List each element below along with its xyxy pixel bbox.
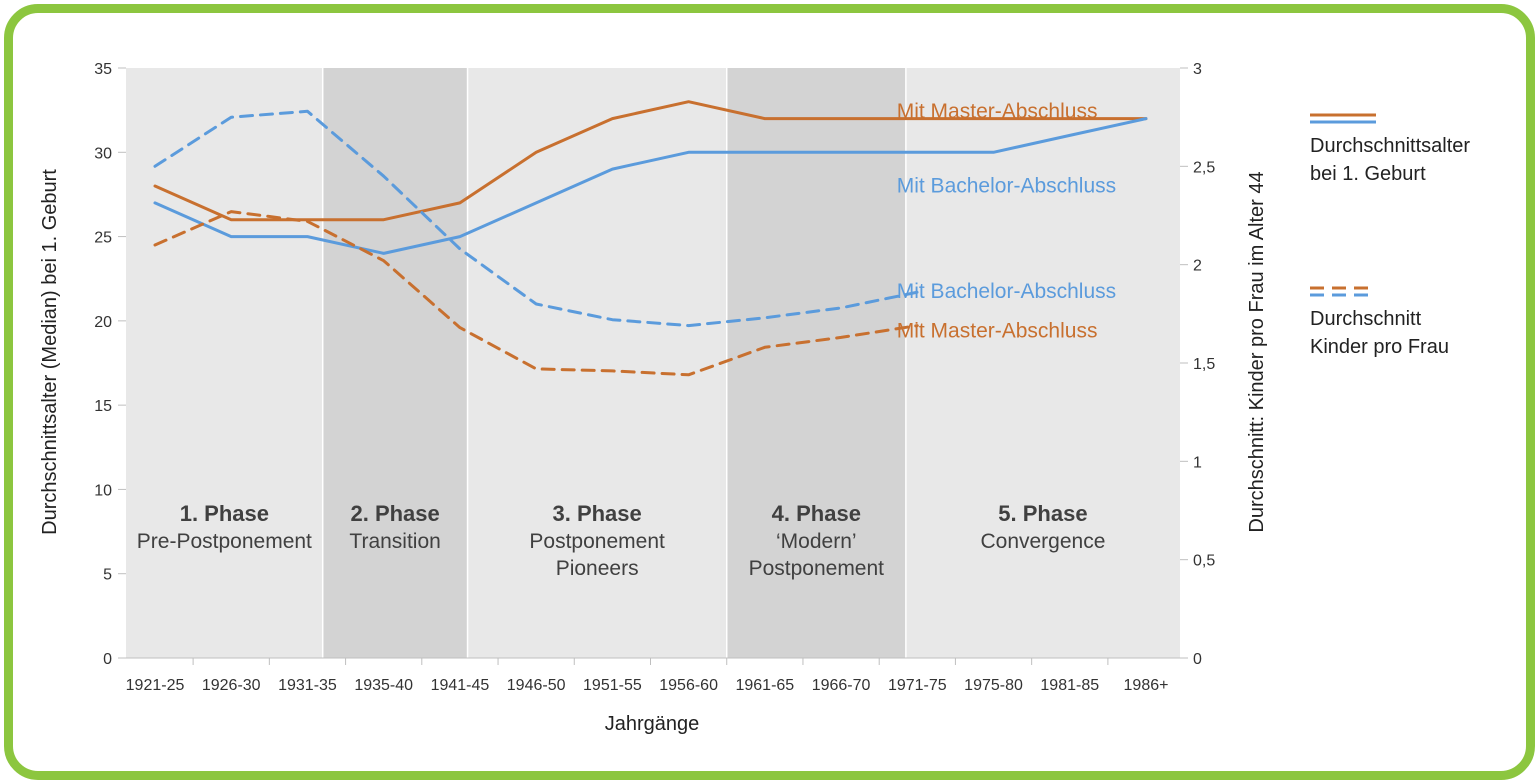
series-lines bbox=[153, 100, 1148, 377]
axes: 0 5 10 15 20 25 30 35 0 0,5 1 1,5 2 2,5 3 1921-25 1926-3… bbox=[94, 61, 1215, 694]
x-tick-label: 1956-60 bbox=[659, 677, 718, 694]
phase-band-5 bbox=[905, 68, 1180, 658]
legend-label-1: bei 1. Geburt bbox=[1310, 163, 1426, 185]
legend-label-2: Durchschnitt bbox=[1310, 308, 1422, 330]
y-tick-label-right: 0,5 bbox=[1193, 553, 1215, 570]
phase-subtitle-1: Pre-Postponement bbox=[137, 530, 312, 553]
x-tick-label: 1921-25 bbox=[126, 677, 185, 694]
legend-label-2: Kinder pro Frau bbox=[1310, 336, 1449, 358]
x-tick-label: 1981-85 bbox=[1040, 677, 1099, 694]
x-axis-title: Jahrgänge bbox=[605, 713, 700, 735]
y-axis-title-right: Durchschnitt: Kinder pro Frau im Alter 4… bbox=[1246, 171, 1268, 532]
phase-subtitle-2: Transition bbox=[349, 530, 440, 553]
series-line-2-solid bbox=[153, 117, 1148, 255]
y-tick-label-right: 2,5 bbox=[1193, 159, 1215, 176]
x-tick-label: 1951-55 bbox=[583, 677, 642, 694]
annotations: Mit Master-Abschluss Mit Bachelor-Abschlu… bbox=[897, 100, 1116, 342]
series-line-1-solid bbox=[153, 100, 1148, 222]
y-tick-label-left: 35 bbox=[94, 61, 112, 78]
y-tick-label-right: 1,5 bbox=[1193, 356, 1215, 373]
x-tick-label: 1931-35 bbox=[278, 677, 337, 694]
phase-subtitle-4: ‘Modern’ bbox=[776, 530, 857, 553]
x-tick-label: 1961-65 bbox=[735, 677, 794, 694]
legend-label-1: Durchschnittsalter bbox=[1310, 135, 1470, 157]
phase-subtitle-4: Postponement bbox=[749, 557, 885, 580]
phase-band-2 bbox=[322, 68, 468, 658]
y-tick-label-left: 0 bbox=[103, 651, 112, 668]
y-tick-label-right: 0 bbox=[1193, 651, 1202, 668]
phase-subtitle-5: Convergence bbox=[980, 530, 1105, 553]
x-tick-label: 1926-30 bbox=[202, 677, 261, 694]
y-tick-label-right: 2 bbox=[1193, 258, 1202, 275]
y-tick-label-left: 10 bbox=[94, 482, 112, 499]
phase-band-4 bbox=[726, 68, 906, 658]
x-tick-label: 1941-45 bbox=[431, 677, 490, 694]
x-tick-label: 1946-50 bbox=[507, 677, 566, 694]
series-label-4: Mit Master-Abschluss bbox=[897, 320, 1098, 343]
y-tick-label-left: 25 bbox=[94, 230, 112, 247]
legend: Durchschnittsalter bei 1. Geburt Durchschn… bbox=[1310, 113, 1470, 358]
series-label-1: Mit Master-Abschluss bbox=[897, 100, 1098, 123]
y-tick-label-right: 3 bbox=[1193, 61, 1202, 78]
series-line-3-dashed bbox=[153, 109, 919, 328]
x-tick-label: 1986+ bbox=[1124, 677, 1169, 694]
x-tick-label: 1975-80 bbox=[964, 677, 1023, 694]
x-tick-label: 1971-75 bbox=[888, 677, 947, 694]
y-tick-label-left: 20 bbox=[94, 314, 112, 331]
phase-title-1: 1. Phase bbox=[180, 501, 269, 526]
x-tick-label: 1935-40 bbox=[354, 677, 413, 694]
phase-title-4: 4. Phase bbox=[772, 501, 861, 526]
y-axis-title-left: Durchschnittsalter (Median) bei 1. Gebur… bbox=[39, 169, 61, 535]
phase-subtitle-3: Pioneers bbox=[556, 557, 639, 580]
phase-title-5: 5. Phase bbox=[998, 501, 1087, 526]
x-tick-label: 1966-70 bbox=[812, 677, 871, 694]
series-label-2: Mit Bachelor-Abschluss bbox=[897, 174, 1116, 197]
phase-title-3: 3. Phase bbox=[552, 501, 641, 526]
series-line-4-dashed bbox=[153, 210, 919, 377]
phase-backgrounds: 1. Phase Pre-Postponement 2. Phase Transiti… bbox=[126, 68, 1180, 658]
phase-subtitle-3: Postponement bbox=[529, 530, 665, 553]
series-label-3: Mit Bachelor-Abschluss bbox=[897, 280, 1116, 303]
phase-title-2: 2. Phase bbox=[350, 501, 439, 526]
y-tick-label-right: 1 bbox=[1193, 454, 1202, 471]
phase-band-1 bbox=[126, 68, 323, 658]
y-tick-label-left: 30 bbox=[94, 145, 112, 162]
y-tick-label-left: 5 bbox=[103, 567, 112, 584]
y-tick-label-left: 15 bbox=[94, 398, 112, 415]
phase-band-3 bbox=[467, 68, 727, 658]
